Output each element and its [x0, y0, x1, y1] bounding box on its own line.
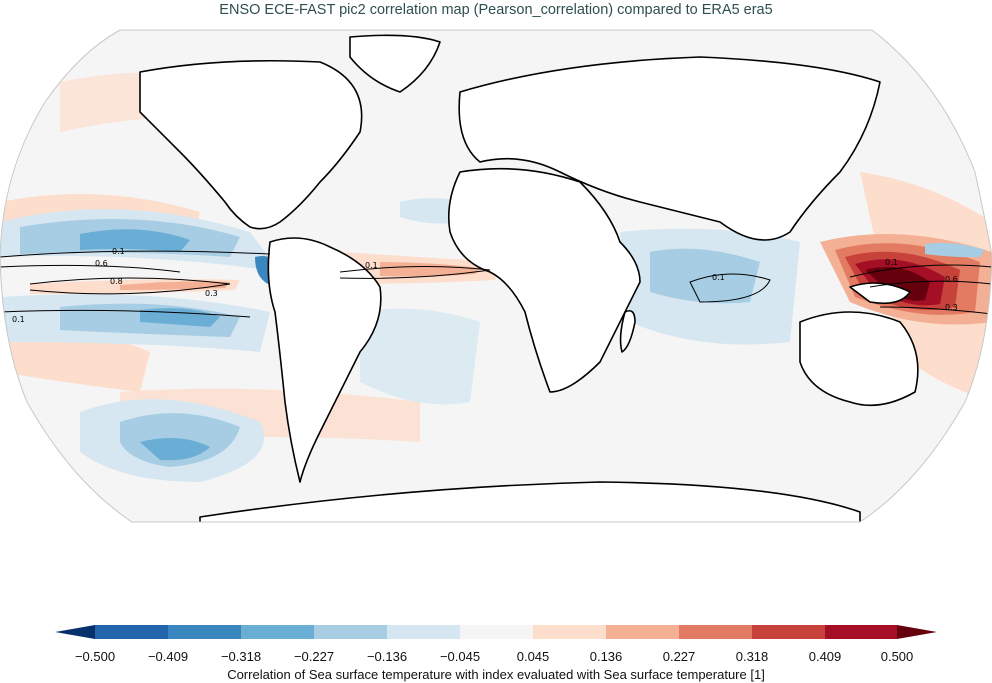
- contour-label: 0.8: [110, 277, 123, 286]
- colorbar-tick: 0.409: [808, 649, 842, 664]
- colorbar-tick: −0.500: [74, 649, 116, 664]
- contour-label: 0.1: [365, 261, 378, 270]
- colorbar-tick: 0.136: [589, 649, 623, 664]
- contour-label: 0.3: [945, 303, 958, 312]
- contour-label: 0.1: [885, 258, 898, 267]
- contour-label: 0.1: [12, 315, 25, 324]
- colorbar-tick: −0.318: [220, 649, 262, 664]
- contour-label: 0.6: [945, 275, 958, 284]
- colorbar-tick: 0.227: [662, 649, 696, 664]
- colorbar-tick: −0.409: [147, 649, 189, 664]
- colorbar-tick: 0.045: [516, 649, 550, 664]
- contour-label: 0.1: [112, 247, 125, 256]
- contour-label: 0.3: [205, 289, 218, 298]
- colorbar: [55, 625, 937, 639]
- colorbar-label: Correlation of Sea surface temperature w…: [227, 667, 765, 682]
- colorbar-tick: −0.045: [439, 649, 481, 664]
- contour-label: 0.6: [95, 259, 108, 268]
- colorbar-extend-min: [55, 625, 95, 639]
- colorbar-tick: 0.318: [735, 649, 769, 664]
- correlation-map: 0.1 0.6 0.8 0.3 0.1 0.1 0.1 0.1 0.6 0.3: [0, 22, 992, 532]
- colorbar-extend-max: [897, 625, 937, 639]
- colorbar-tick: −0.227: [293, 649, 335, 664]
- chart-title: ENSO ECE-FAST pic2 correlation map (Pear…: [219, 2, 773, 18]
- colorbar-tick: −0.136: [366, 649, 408, 664]
- contour-label: 0.1: [712, 273, 725, 282]
- colorbar-tick: 0.500: [880, 649, 914, 664]
- colorbar-ticks: −0.500 −0.409 −0.318 −0.227 −0.136 −0.04…: [0, 649, 992, 665]
